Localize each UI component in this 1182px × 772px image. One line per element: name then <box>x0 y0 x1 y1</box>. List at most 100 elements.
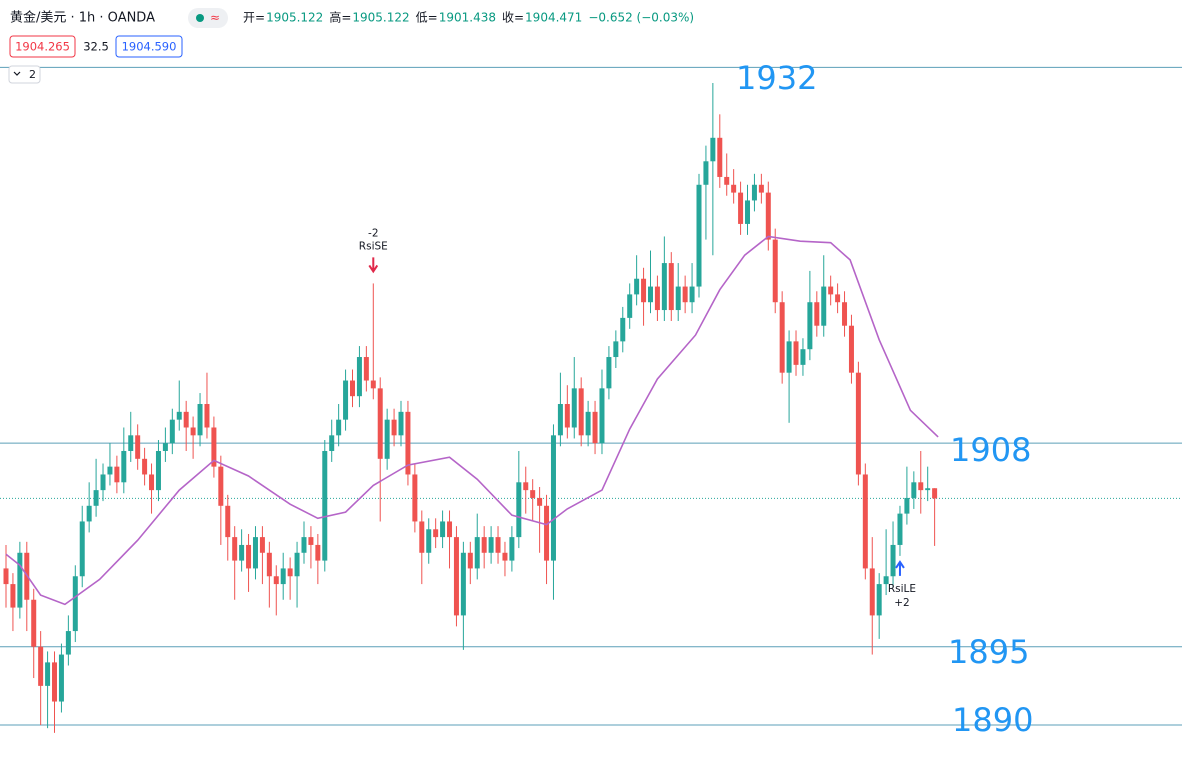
candle-body <box>391 419 397 436</box>
ma-line <box>5 235 939 606</box>
ohlc-value: 1905.122 <box>352 11 409 25</box>
candle-body <box>758 184 764 193</box>
change: −0.652 (−0.03%) <box>588 11 694 25</box>
candle-body <box>308 537 314 545</box>
candle-body <box>544 505 550 561</box>
level-label: 1908 <box>950 431 1031 469</box>
candle-body <box>557 404 563 436</box>
candle-body <box>315 544 321 561</box>
candle-body <box>592 411 598 444</box>
status-pill <box>188 8 228 28</box>
candle-body <box>918 482 924 491</box>
collapse-count: 2 <box>29 68 36 81</box>
ohlc-label: 低= <box>416 11 438 25</box>
candle-body <box>52 662 58 702</box>
candle-body <box>322 450 328 561</box>
candle-body <box>897 513 903 545</box>
candle-body <box>128 435 134 451</box>
candle-body <box>779 302 785 373</box>
level-label: 1932 <box>736 59 817 97</box>
candle-body <box>821 286 827 326</box>
collapse-button[interactable] <box>8 65 41 84</box>
candle-body <box>336 419 342 436</box>
candle-body <box>807 302 813 350</box>
candle-body <box>350 380 355 397</box>
candle-body <box>523 482 529 491</box>
candle-body <box>273 576 279 585</box>
candle-body <box>343 380 349 420</box>
candle-body <box>246 544 252 569</box>
spread: 32.5 <box>83 40 109 54</box>
candle-body <box>183 411 189 428</box>
candle-body <box>280 568 286 585</box>
candle-body <box>259 537 265 553</box>
candle-body <box>488 537 494 553</box>
candle-body <box>537 497 543 506</box>
signal: RsiLE +2 <box>888 560 916 609</box>
candle-body <box>869 568 875 616</box>
candle-body <box>634 278 640 295</box>
candle-body <box>121 450 127 483</box>
ohlc-label: 开= <box>243 11 265 25</box>
candle-body <box>419 521 425 553</box>
candle-body <box>135 435 141 459</box>
candle-body <box>606 357 612 389</box>
candle-body <box>550 435 556 561</box>
candle-body <box>453 537 459 616</box>
candle-body <box>329 435 335 451</box>
signal-qty: -2 <box>368 227 378 239</box>
candle-body <box>613 341 619 358</box>
candle-body <box>460 552 466 616</box>
candle-body <box>197 404 203 436</box>
candle-body <box>86 505 92 522</box>
candle-body <box>862 474 868 569</box>
header: 黄金/美元 · 1h · OANDA ≈ 1904.265 32.5 1904.… <box>8 8 694 84</box>
candle-body <box>738 192 744 224</box>
candle-body <box>578 388 584 436</box>
level-label: 1895 <box>948 633 1029 671</box>
candle-body <box>474 537 480 569</box>
candle-body <box>447 521 453 538</box>
candle-body <box>876 584 882 616</box>
candle-body <box>211 427 217 467</box>
candle-body <box>641 278 647 303</box>
candle-body <box>232 537 238 561</box>
candle-body <box>72 576 78 632</box>
candle-body <box>204 404 210 428</box>
candle-body <box>239 544 245 561</box>
candle-body <box>925 488 931 491</box>
signal-label: RsiSE <box>359 240 388 252</box>
candle-body <box>58 654 64 702</box>
ask-box <box>115 35 183 58</box>
candle-body <box>696 184 702 287</box>
candle-body <box>17 552 23 608</box>
level-label: 1890 <box>952 701 1033 739</box>
candle-body <box>114 466 120 483</box>
candle-body <box>904 497 910 514</box>
candle-body <box>793 341 799 365</box>
candle-body <box>911 482 917 498</box>
candle-body <box>855 372 861 475</box>
candle-body <box>155 450 161 491</box>
candle-body <box>932 488 938 499</box>
candle-body <box>530 490 536 498</box>
candle-body <box>703 161 709 185</box>
candle-body <box>10 584 16 608</box>
candle-body <box>668 263 674 311</box>
candle-body <box>100 474 106 491</box>
candle-body <box>356 357 362 397</box>
candle-body <box>45 662 51 686</box>
bid-box <box>9 35 76 58</box>
chevron <box>13 71 21 76</box>
signal-label: RsiLE <box>888 583 916 595</box>
candle-body <box>772 239 778 303</box>
candle-body <box>502 552 508 561</box>
candle-body <box>294 552 300 577</box>
ask: 1904.590 <box>122 40 177 54</box>
ohlc-value: 1901.438 <box>439 11 496 25</box>
candle-body <box>786 341 792 373</box>
candle-body <box>842 302 848 326</box>
candle-body <box>751 184 757 201</box>
candle-body <box>835 294 841 303</box>
